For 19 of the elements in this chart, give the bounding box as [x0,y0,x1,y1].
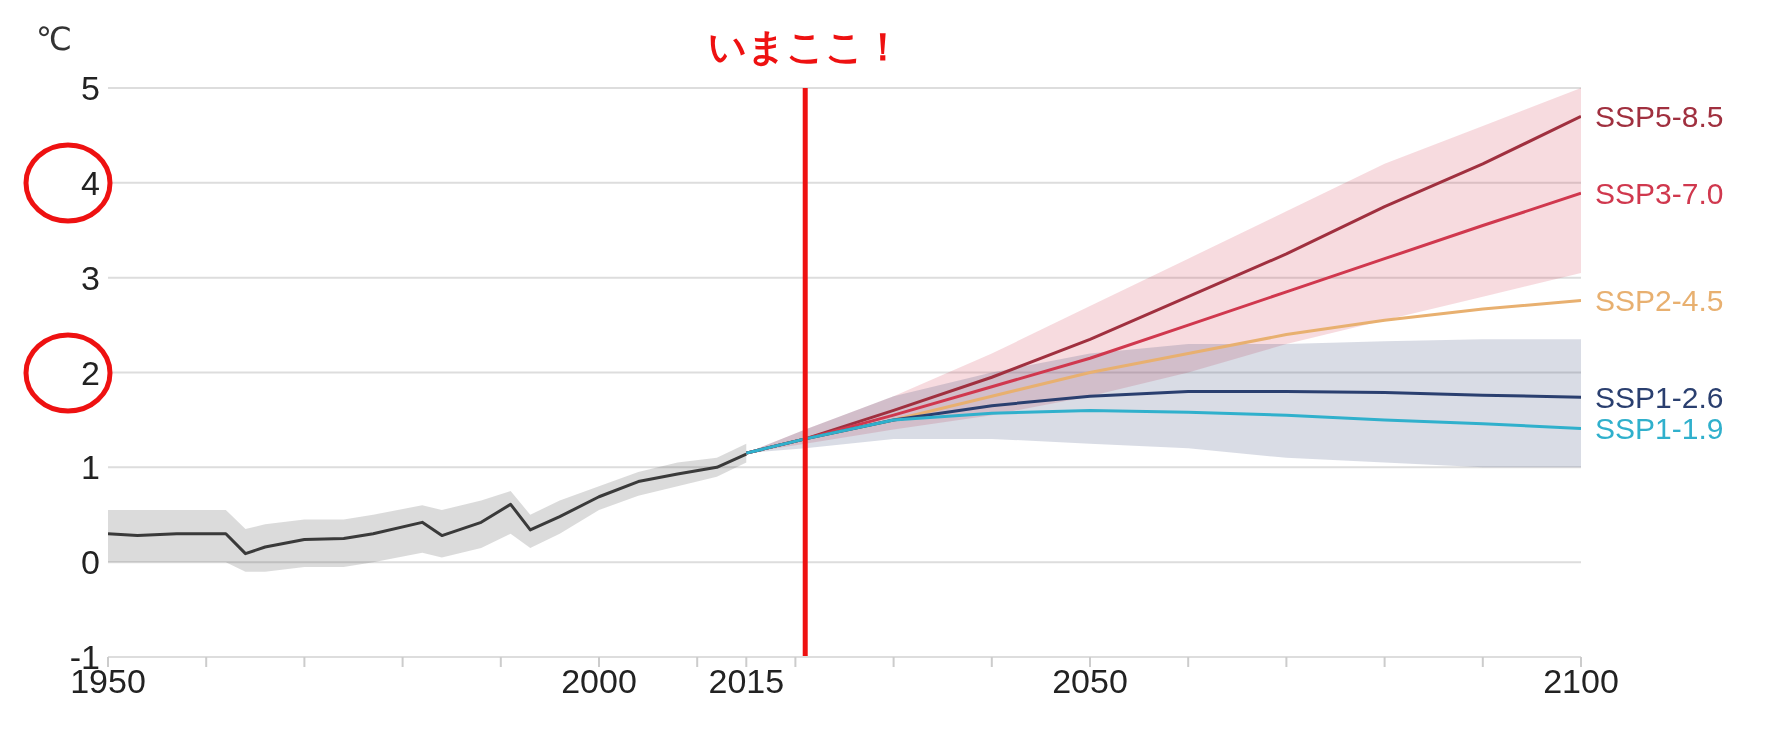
series-label: SSP1-2.6 [1595,381,1724,415]
x-tick-label: 2050 [1052,662,1128,701]
y-tick-label: 2 [81,353,100,392]
y-tick-label: 3 [81,258,100,297]
x-tick-label: 2000 [561,662,637,701]
y-tick-label: 4 [81,163,100,202]
line-series [108,452,748,556]
ref-line-label: いまここ！ [708,26,903,68]
y-tick-label: 5 [81,69,100,108]
y-tick-label: 1 [81,448,100,487]
line-series [744,408,1581,455]
x-tick-label: 2100 [1543,662,1619,701]
series-label: SSP3-7.0 [1595,177,1724,211]
y-axis-title: ℃ [36,20,72,58]
x-tick-label: 2015 [708,662,785,701]
series-label: SSP2-4.5 [1595,284,1724,318]
series-label: SSP5-8.5 [1595,100,1724,134]
series-label: SSP1-1.9 [1595,412,1724,446]
y-tick-label: 0 [81,543,100,582]
